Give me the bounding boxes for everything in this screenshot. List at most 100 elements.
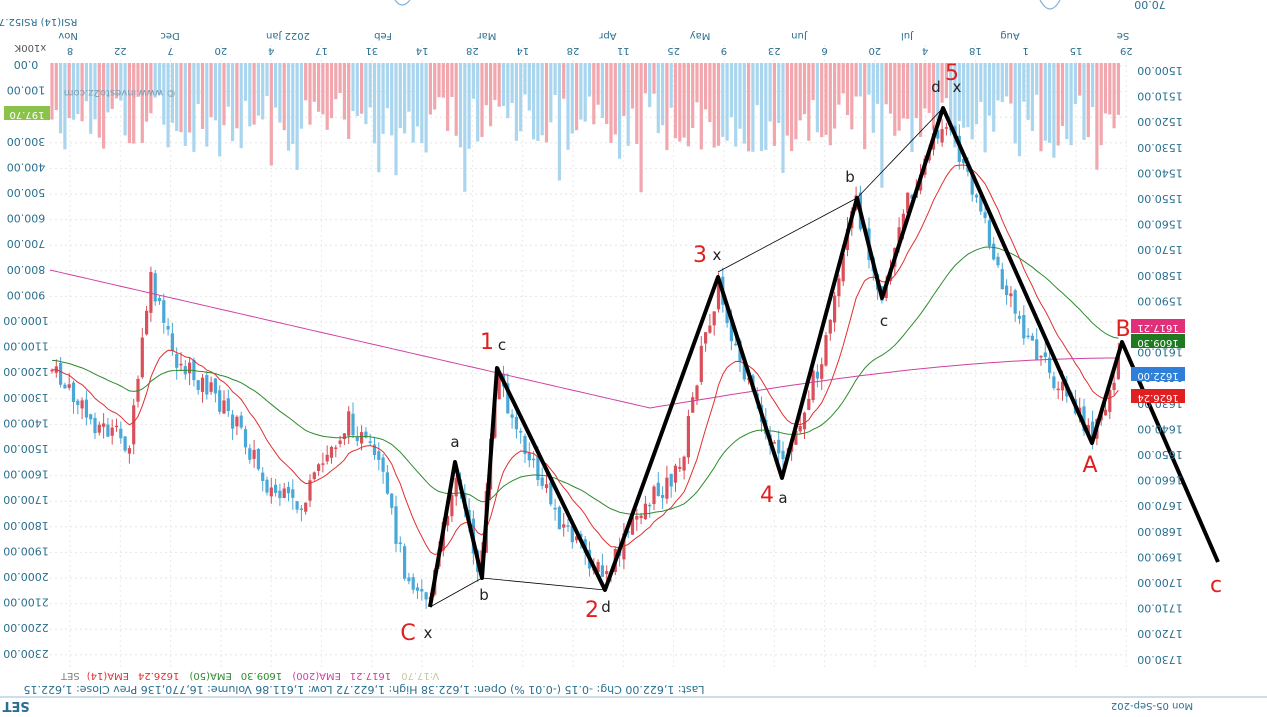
volume-axis-label: 400.00 bbox=[7, 160, 46, 173]
candle-body bbox=[342, 433, 346, 440]
candle-body bbox=[179, 363, 183, 366]
candle-body bbox=[381, 457, 385, 472]
candle-body bbox=[940, 129, 944, 143]
candle-body bbox=[1056, 388, 1060, 391]
volume-bar bbox=[1052, 63, 1056, 158]
legend-entry: 1617.21 bbox=[350, 670, 391, 681]
volume-bar bbox=[880, 63, 884, 188]
candle-body bbox=[67, 384, 71, 388]
candle-body bbox=[665, 477, 669, 499]
candle-body bbox=[523, 435, 527, 454]
volume-bar bbox=[691, 63, 695, 128]
candle-body bbox=[686, 416, 690, 458]
volume-bar bbox=[192, 63, 196, 152]
volume-bar bbox=[755, 63, 759, 106]
volume-axis-label: 1900.00 bbox=[3, 544, 49, 557]
candle-body bbox=[243, 429, 248, 448]
volume-bar bbox=[798, 63, 802, 121]
volume-bar bbox=[704, 63, 708, 110]
candle-body bbox=[385, 472, 389, 494]
volume-bar bbox=[923, 63, 927, 109]
price-tag-label: 1626.24 bbox=[1137, 392, 1178, 403]
volume-bar bbox=[622, 63, 626, 116]
volume-bar bbox=[575, 63, 579, 131]
volume-bar bbox=[841, 63, 845, 94]
volume-bar bbox=[884, 63, 888, 105]
price-axis-label: 1560.00 bbox=[1137, 218, 1183, 231]
candle-body bbox=[329, 446, 334, 458]
volume-bar bbox=[721, 63, 725, 137]
wave-label-primary: A bbox=[1082, 453, 1097, 478]
gridlines bbox=[50, 45, 1130, 668]
candle-body bbox=[656, 482, 660, 497]
volume-bar bbox=[63, 63, 67, 150]
candle-body bbox=[635, 515, 639, 520]
volume-bar bbox=[480, 63, 484, 137]
volume-bar bbox=[600, 63, 604, 119]
volume-bar bbox=[420, 63, 424, 144]
candle-body bbox=[76, 400, 80, 405]
candle-body bbox=[901, 213, 905, 231]
candle-body bbox=[1091, 421, 1095, 438]
volume-bar bbox=[222, 63, 226, 126]
candle-body bbox=[802, 412, 807, 430]
candle-body bbox=[231, 414, 235, 429]
volume-bar bbox=[338, 63, 342, 94]
volume-bar bbox=[742, 63, 746, 144]
candle-body bbox=[691, 397, 695, 413]
volume-bar bbox=[906, 63, 910, 119]
volume-bar bbox=[123, 63, 127, 136]
candle-body bbox=[828, 319, 832, 334]
volume-bar bbox=[673, 63, 678, 139]
candle-body bbox=[1060, 381, 1065, 391]
price-tag-box bbox=[1131, 319, 1185, 333]
volume-bar bbox=[1086, 63, 1090, 138]
month-label: Feb bbox=[374, 30, 392, 41]
volume-bar bbox=[372, 63, 377, 144]
candle-body bbox=[944, 127, 948, 129]
candle-body bbox=[372, 444, 377, 456]
volume-bar bbox=[1000, 63, 1004, 103]
volume-axis-label: 1800.00 bbox=[3, 519, 49, 532]
volume-axis-label: 1700.00 bbox=[3, 493, 49, 506]
volume-bar bbox=[463, 63, 467, 192]
candle-body bbox=[781, 450, 785, 460]
candle-body bbox=[213, 378, 217, 394]
volume-bar bbox=[364, 63, 368, 125]
volume-bar bbox=[102, 63, 106, 149]
volume-bar bbox=[566, 63, 570, 150]
volume-bar bbox=[867, 63, 871, 95]
volume-bar bbox=[183, 63, 187, 146]
volume-bar bbox=[50, 63, 54, 120]
volume-bar bbox=[996, 63, 1000, 101]
trend-line bbox=[717, 197, 858, 273]
day-label: 14 bbox=[516, 45, 529, 56]
volume-bar bbox=[901, 63, 905, 119]
volume-bar bbox=[179, 63, 183, 133]
volume-bar bbox=[618, 63, 622, 159]
candle-body bbox=[394, 506, 398, 544]
day-label: 25 bbox=[667, 45, 680, 56]
volume-bar bbox=[863, 63, 867, 150]
volume-bar bbox=[1022, 63, 1026, 102]
volume-bar bbox=[433, 63, 437, 110]
volume-bar bbox=[119, 63, 123, 101]
wave-label-primary: 4 bbox=[760, 483, 774, 508]
volume-bar bbox=[368, 63, 372, 108]
volume-bar bbox=[519, 63, 523, 132]
volume-bar bbox=[347, 63, 351, 139]
price-axis-label: 1640.00 bbox=[1137, 422, 1183, 435]
candle-body bbox=[403, 546, 407, 579]
volume-bar bbox=[927, 63, 931, 113]
watermark: © www.investo2z.com bbox=[64, 87, 177, 98]
volume-bar bbox=[557, 63, 561, 181]
candle-body bbox=[798, 425, 802, 432]
candle-body bbox=[63, 384, 67, 389]
volume-bar bbox=[84, 63, 88, 102]
price-tag-box bbox=[1131, 334, 1185, 348]
candle-body bbox=[639, 515, 643, 519]
volume-bar bbox=[80, 63, 84, 122]
volume-bar bbox=[308, 63, 312, 125]
wave-label-minor: b bbox=[479, 586, 489, 604]
volume-bar bbox=[411, 63, 415, 143]
